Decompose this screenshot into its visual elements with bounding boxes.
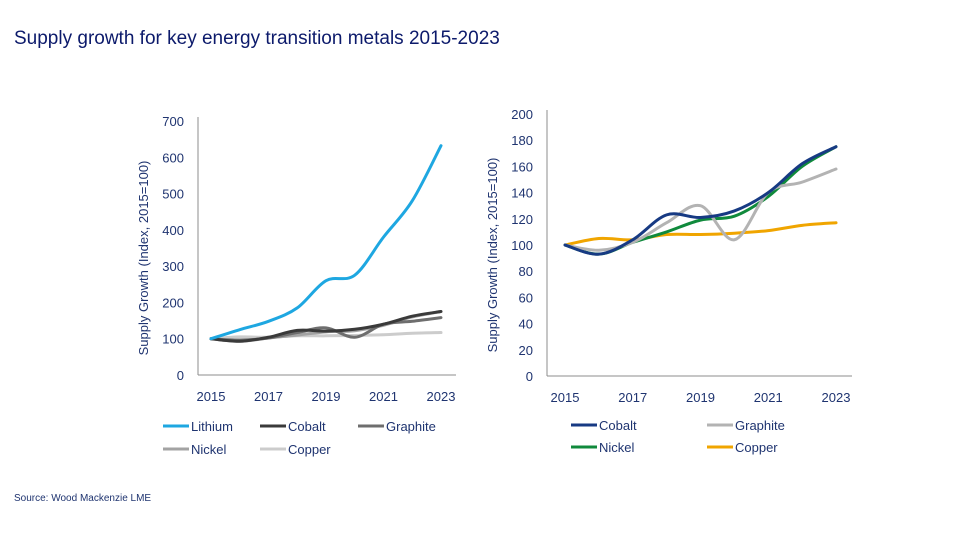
chart-1: 0 100 200 300 400 500 600 700 2015 2017 2019 2021 20… xyxy=(136,114,456,457)
x-tick-label: 2019 xyxy=(312,389,341,404)
series-line-copper xyxy=(563,221,838,247)
series-line-graphite xyxy=(563,167,838,252)
legend-label: Lithium xyxy=(191,419,233,434)
source-note: Source: Wood Mackenzie LME xyxy=(14,493,152,504)
chart-2: 0 20 40 60 80 100 120 140 160 180 200 2015 2017 2019 2… xyxy=(485,107,852,455)
legend-label: Copper xyxy=(735,440,778,455)
y-tick-label: 400 xyxy=(162,223,184,238)
y-axis-label: Supply Growth (Index, 2015=100) xyxy=(136,161,151,356)
y-tick-label: 60 xyxy=(519,290,533,305)
legend-item-copper: Copper xyxy=(260,442,331,457)
legend-label: Graphite xyxy=(386,419,436,434)
legend-label: Cobalt xyxy=(599,418,637,433)
x-tick-label: 2017 xyxy=(254,389,283,404)
legend-item-lithium: Lithium xyxy=(163,419,233,434)
legend-item-nickel: Nickel xyxy=(163,442,227,457)
legend-item-nickel: Nickel xyxy=(571,440,635,455)
slide-title: Supply growth for key energy transition … xyxy=(14,28,500,49)
x-tick-label: 2021 xyxy=(369,389,398,404)
x-tick-label: 2021 xyxy=(754,390,783,405)
x-tick-label: 2019 xyxy=(686,390,715,405)
x-tick-label: 2023 xyxy=(427,389,456,404)
y-tick-label: 180 xyxy=(511,133,533,148)
y-tick-label: 120 xyxy=(511,212,533,227)
y-tick-label: 80 xyxy=(519,264,533,279)
series-line-copper xyxy=(209,331,443,341)
series-line-cobalt xyxy=(563,145,838,256)
y-tick-label: 140 xyxy=(511,186,533,201)
y-tick-label: 100 xyxy=(162,332,184,347)
y-tick-label: 100 xyxy=(511,238,533,253)
y-tick-label: 20 xyxy=(519,343,533,358)
series-line-cobalt xyxy=(209,310,443,343)
y-tick-label: 200 xyxy=(162,295,184,310)
y-tick-label: 160 xyxy=(511,159,533,174)
series-line-lithium xyxy=(209,144,443,341)
y-tick-label: 600 xyxy=(162,150,184,165)
legend-label: Cobalt xyxy=(288,419,326,434)
legend-label: Nickel xyxy=(599,440,635,455)
x-tick-label: 2023 xyxy=(822,390,851,405)
legend-item-cobalt: Cobalt xyxy=(571,418,637,433)
y-tick-label: 0 xyxy=(526,369,533,384)
legend-item-graphite: Graphite xyxy=(358,419,436,434)
legend-label: Graphite xyxy=(735,418,785,433)
x-tick-label: 2017 xyxy=(618,390,647,405)
y-tick-label: 0 xyxy=(177,368,184,383)
x-tick-label: 2015 xyxy=(197,389,226,404)
y-tick-label: 40 xyxy=(519,317,533,332)
y-tick-label: 200 xyxy=(511,107,533,122)
legend-item-copper: Copper xyxy=(707,440,778,455)
y-tick-label: 300 xyxy=(162,259,184,274)
y-tick-label: 500 xyxy=(162,187,184,202)
legend-label: Copper xyxy=(288,442,331,457)
y-axis-label: Supply Growth (Index, 2015=100) xyxy=(485,158,500,353)
legend-label: Nickel xyxy=(191,442,227,457)
x-tick-label: 2015 xyxy=(551,390,580,405)
legend-item-cobalt: Cobalt xyxy=(260,419,326,434)
legend-item-graphite: Graphite xyxy=(707,418,785,433)
y-tick-label: 700 xyxy=(162,114,184,129)
